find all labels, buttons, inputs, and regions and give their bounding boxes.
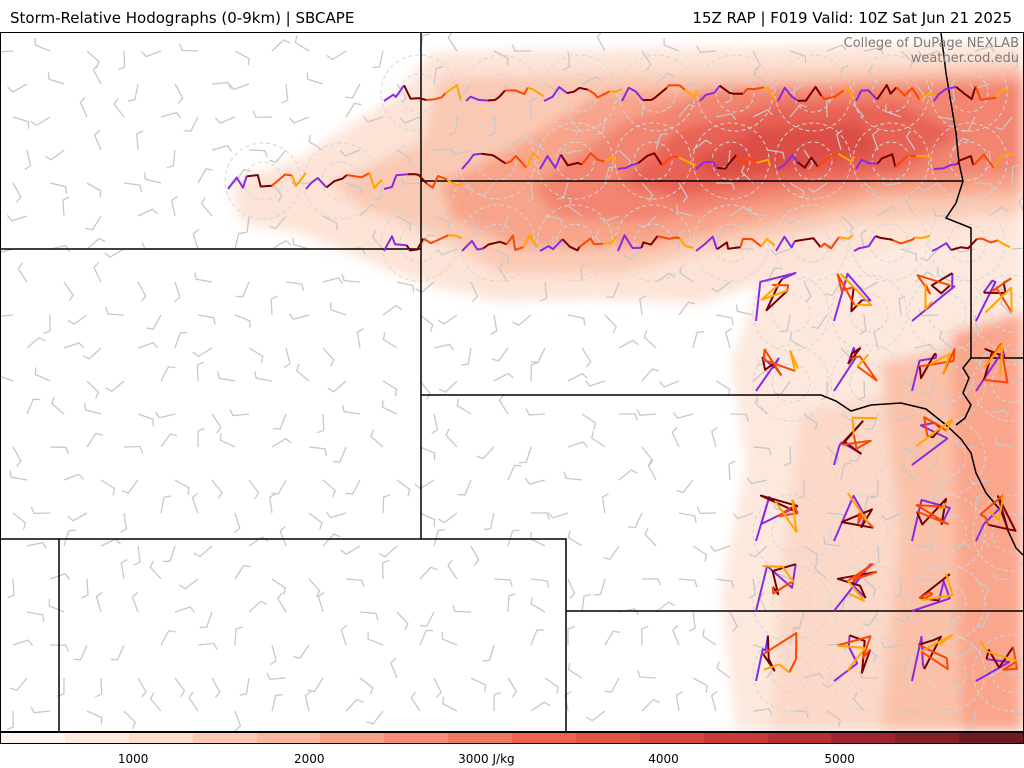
colorbar-segment (128, 733, 193, 743)
hodograph (975, 343, 1009, 392)
hodograph (833, 634, 872, 682)
hodograph (911, 272, 956, 322)
hodograph (855, 153, 932, 170)
hodograph (539, 235, 618, 252)
hodograph (383, 234, 463, 252)
colorbar-segment (895, 733, 960, 743)
map-panel: College of DuPage NEXLAB weather.cod.edu (0, 32, 1024, 732)
hodograph (617, 152, 697, 170)
hodograph (755, 494, 799, 542)
map-canvas (1, 33, 1023, 731)
hodograph (755, 632, 798, 682)
hodograph (305, 172, 383, 190)
hodograph (465, 86, 545, 102)
hodograph (695, 154, 772, 170)
hodograph (383, 84, 462, 102)
map-title: Storm-Relative Hodographs (0-9km) | SBCA… (10, 9, 355, 27)
hodograph (383, 173, 463, 190)
hodograph (933, 153, 1013, 170)
colorbar-segment (448, 733, 512, 743)
hodograph (911, 497, 951, 542)
hodographs-layer (227, 84, 1018, 682)
colorbar-segment (320, 733, 385, 743)
hodograph (621, 84, 698, 102)
colorbar-tick-label: 5000 (824, 752, 855, 766)
hodograph (933, 85, 1010, 102)
colorbar-segment (575, 733, 640, 743)
colorbar-segment (703, 733, 768, 743)
hodograph (695, 235, 776, 252)
hodograph (833, 416, 877, 466)
hodograph (777, 85, 854, 102)
hodograph (543, 86, 623, 102)
colorbar-segment (512, 733, 576, 743)
hodograph (855, 84, 936, 102)
wind-barbs-layer (1, 33, 1023, 731)
colorbar-segment (639, 733, 704, 743)
hodograph (755, 563, 797, 612)
hodograph (911, 634, 954, 682)
colorbar-segment (767, 733, 832, 743)
colorbar-tick-label: 4000 (648, 752, 679, 766)
hodograph (699, 84, 777, 102)
model-run-title: 15Z RAP | F019 Valid: 10Z Sat Jun 21 202… (692, 9, 1012, 27)
colorbar-tick-label: 1000 (117, 752, 149, 766)
hodograph (461, 234, 538, 252)
colorbar-segment (256, 733, 321, 743)
hodograph (755, 272, 797, 322)
colorbar-segment (64, 733, 129, 743)
hodograph-range-rings (224, 54, 1023, 712)
colorbar-segment (959, 733, 1023, 743)
colorbar-tick-label: 3000 J/kg (458, 752, 515, 766)
hodograph (911, 416, 954, 466)
sbcape-colorbar (0, 732, 1024, 744)
hodograph (975, 494, 1017, 542)
colorbar-tick-label: 2000 (293, 752, 325, 766)
hodograph (461, 152, 540, 170)
colorbar-segment (384, 733, 449, 743)
credit-college: College of DuPage NEXLAB (843, 36, 1019, 51)
hodograph (755, 348, 800, 392)
cape-shading (231, 43, 1023, 731)
hodograph (833, 492, 875, 542)
hodograph (227, 172, 307, 190)
hodograph (539, 152, 618, 170)
hodograph (975, 640, 1018, 682)
hodograph (931, 237, 1011, 252)
hodograph (833, 346, 878, 392)
colorbar-segment (1, 733, 65, 743)
hodograph (775, 234, 854, 252)
colorbar-segment (192, 733, 257, 743)
hodograph (833, 272, 873, 322)
hodograph (911, 348, 956, 392)
credit-website: weather.cod.edu (910, 51, 1019, 66)
hodograph (853, 235, 931, 252)
colorbar-segment (831, 733, 896, 743)
hodograph (833, 563, 878, 612)
hodograph (911, 573, 954, 612)
hodograph (777, 152, 856, 170)
hodograph (617, 234, 694, 252)
hodograph (975, 277, 1013, 322)
